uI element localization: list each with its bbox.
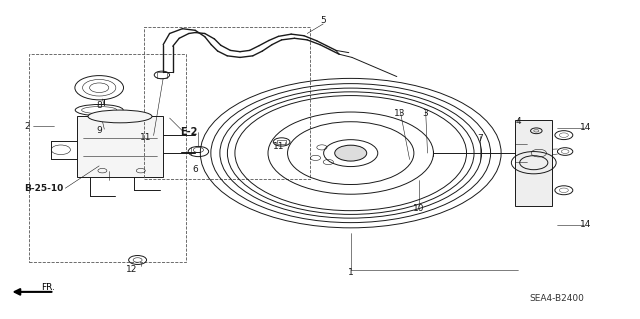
Bar (532, 138, 546, 144)
Text: 14: 14 (580, 123, 591, 132)
Ellipse shape (88, 110, 152, 123)
Text: 7: 7 (477, 134, 483, 143)
Bar (527, 144, 551, 162)
Text: 6: 6 (193, 165, 198, 174)
Bar (77, 116, 163, 177)
Text: FR.: FR. (41, 283, 55, 292)
Text: E-2: E-2 (180, 127, 198, 137)
Text: 2: 2 (24, 122, 29, 130)
Bar (515, 120, 552, 206)
Text: 9: 9 (97, 126, 102, 135)
Text: SEA4-B2400: SEA4-B2400 (529, 294, 584, 303)
Text: 14: 14 (580, 220, 591, 229)
Text: 3: 3 (423, 109, 428, 118)
Text: 10: 10 (413, 204, 425, 213)
Bar (277, 140, 286, 144)
Bar (29, 54, 186, 262)
Text: 5: 5 (321, 16, 326, 25)
Bar (157, 72, 167, 78)
Text: 13: 13 (394, 109, 406, 118)
Text: 12: 12 (125, 265, 137, 274)
Bar (144, 27, 310, 179)
Text: 8: 8 (97, 101, 102, 110)
Text: 11: 11 (140, 133, 152, 142)
Ellipse shape (335, 145, 367, 161)
Text: 11: 11 (273, 142, 284, 151)
Text: 1: 1 (348, 268, 353, 277)
Text: B-25-10: B-25-10 (24, 184, 63, 193)
Text: 4: 4 (516, 117, 521, 126)
Circle shape (534, 130, 539, 132)
